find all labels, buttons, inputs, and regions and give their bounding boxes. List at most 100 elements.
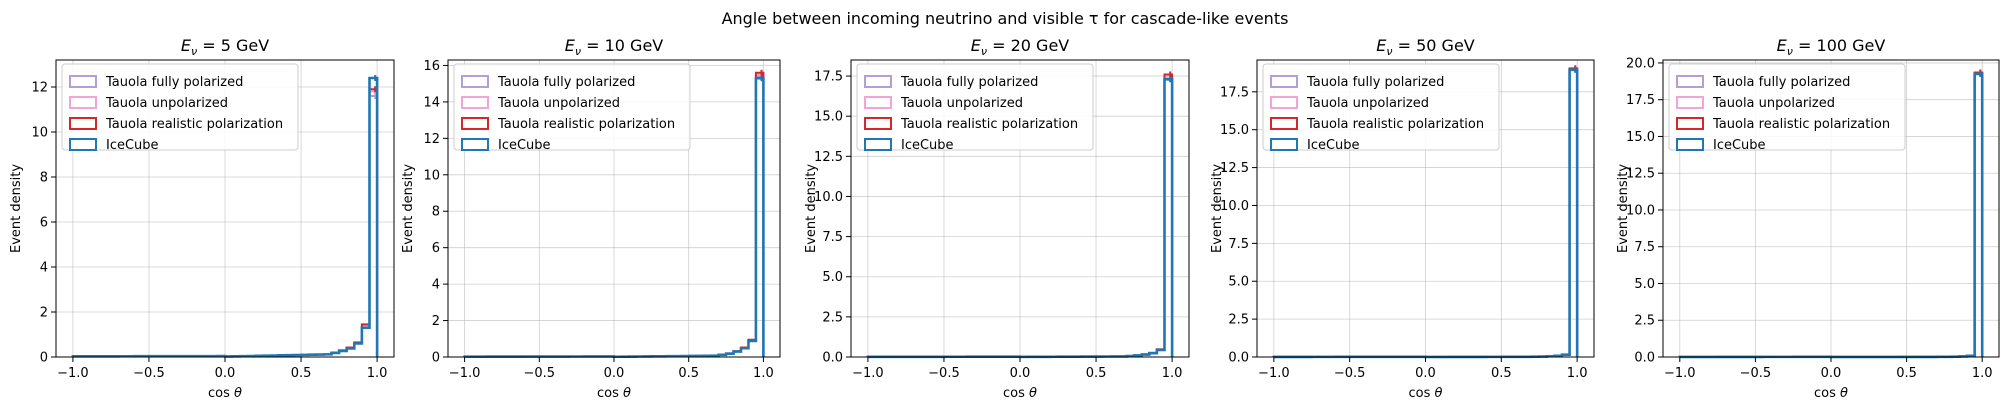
legend-swatch — [1270, 138, 1298, 151]
y-tick-label: 2.5 — [822, 310, 843, 325]
y-tick-label: 17.5 — [1626, 93, 1655, 108]
y-tick-label: 14 — [423, 95, 440, 110]
y-tick-label: 2 — [40, 306, 48, 321]
y-tick-label: 7.5 — [1634, 240, 1655, 255]
legend-swatch — [69, 75, 97, 88]
legend-label: Tauola unpolarized — [105, 96, 228, 111]
legend-label: Tauola unpolarized — [1306, 96, 1429, 111]
legend-swatch — [1676, 117, 1704, 130]
panel-title: Eν = 10 GeV — [565, 36, 664, 58]
x-axis-label: cos θ — [1409, 386, 1443, 401]
legend-swatch — [1270, 96, 1298, 109]
legend-swatch — [461, 117, 489, 130]
y-tick-label: 2.5 — [1634, 314, 1655, 329]
legend: Tauola fully polarized Tauola unpolarized… — [1668, 63, 1906, 153]
x-tick-label: 0.5 — [1896, 366, 1917, 381]
x-axis-label: cos θ — [208, 386, 242, 401]
legend-label: Tauola unpolarized — [497, 96, 620, 111]
panel-4: −1.0 −0.5 0.0 0.5 1.0 0.0 2.5 5.0 7.5 10.0 12.5 15.… — [1210, 36, 1595, 401]
legend-swatch — [864, 138, 892, 151]
y-tick-label: 4 — [40, 261, 48, 276]
legend-label: Tauola realistic polarization — [1712, 117, 1890, 132]
y-tick-label: 0.0 — [822, 351, 843, 366]
legend-label: Tauola fully polarized — [1306, 75, 1444, 90]
legend-label: IceCube — [498, 138, 551, 153]
y-axis-label: Event density — [1210, 164, 1225, 253]
figure-title: Angle between incoming neutrino and visi… — [722, 9, 1289, 28]
legend-swatch — [1676, 138, 1704, 151]
x-tick-label: 1.0 — [1567, 366, 1588, 381]
panel-1: −1.0 −0.5 0.0 0.5 1.0 0 2 4 6 8 10 12 Eν = 5 GeV cos … — [9, 36, 395, 401]
y-tick-label: 0.0 — [1634, 351, 1655, 366]
panel-title: Eν = 50 GeV — [1376, 36, 1475, 58]
x-tick-label: −1.0 — [1664, 366, 1696, 381]
legend-label: IceCube — [106, 138, 159, 153]
legend-label: Tauola realistic polarization — [1306, 117, 1484, 132]
legend-swatch — [69, 96, 97, 109]
x-axis-label: cos θ — [1814, 386, 1848, 401]
legend-label: Tauola unpolarized — [900, 96, 1023, 111]
x-tick-label: 0.5 — [1491, 366, 1512, 381]
y-tick-label: 0.0 — [1228, 351, 1249, 366]
legend-label: Tauola realistic polarization — [900, 117, 1078, 132]
y-axis-label: Event density — [9, 164, 24, 253]
y-tick-label: 0 — [40, 351, 48, 366]
legend-swatch — [864, 96, 892, 109]
x-tick-label: 1.0 — [753, 366, 774, 381]
legend-swatch — [461, 138, 489, 151]
legend-label: Tauola realistic polarization — [497, 117, 675, 132]
x-tick-label: −0.5 — [1334, 366, 1366, 381]
x-tick-label: 0.5 — [291, 366, 312, 381]
y-tick-label: 5.0 — [822, 270, 843, 285]
y-tick-label: 5.0 — [1228, 275, 1249, 290]
legend-swatch — [864, 117, 892, 130]
panel-title: Eν = 5 GeV — [181, 36, 269, 58]
y-tick-label: 16 — [423, 59, 440, 74]
legend-swatch — [1676, 96, 1704, 109]
legend-swatch — [1676, 75, 1704, 88]
panel-3: −1.0 −0.5 0.0 0.5 1.0 0.0 2.5 5.0 7.5 10.0 12.5 15.… — [804, 36, 1190, 401]
x-tick-label: −0.5 — [1740, 366, 1772, 381]
legend-swatch — [461, 75, 489, 88]
x-tick-label: 0.0 — [1010, 366, 1031, 381]
y-tick-label: 6 — [40, 216, 48, 231]
x-tick-label: 0.0 — [1821, 366, 1842, 381]
legend-label: Tauola realistic polarization — [105, 117, 283, 132]
y-tick-label: 12 — [31, 81, 48, 96]
x-tick-label: 0.0 — [215, 366, 236, 381]
x-tick-label: 0.5 — [678, 366, 699, 381]
y-tick-label: 8 — [40, 171, 48, 186]
y-tick-label: 4 — [432, 278, 440, 293]
x-tick-label: −1.0 — [449, 366, 481, 381]
legend-swatch — [461, 96, 489, 109]
y-tick-label: 17.5 — [1220, 85, 1249, 100]
y-tick-label: 10.0 — [814, 190, 843, 205]
panel-5: −1.0 −0.5 0.0 0.5 1.0 0.0 2.5 5.0 7.5 10.0 12.5 15.… — [1616, 36, 2000, 401]
legend-label: IceCube — [901, 138, 954, 153]
x-axis-label: cos θ — [1003, 386, 1037, 401]
y-tick-label: 15.0 — [814, 110, 843, 125]
legend-label: Tauola fully polarized — [1712, 75, 1850, 90]
legend-swatch — [69, 117, 97, 130]
panel-title: Eν = 100 GeV — [1777, 36, 1886, 58]
y-tick-label: 10 — [31, 126, 48, 141]
legend-swatch — [1270, 75, 1298, 88]
panel-title: Eν = 20 GeV — [971, 36, 1070, 58]
series-line-icecube — [71, 76, 379, 358]
y-tick-label: 7.5 — [1228, 237, 1249, 252]
legend: Tauola fully polarized Tauola unpolarized… — [1262, 63, 1500, 153]
y-tick-label: 20.0 — [1626, 56, 1655, 71]
x-tick-label: −0.5 — [524, 366, 556, 381]
x-tick-label: 0.0 — [1415, 366, 1436, 381]
x-tick-label: 1.0 — [367, 366, 388, 381]
y-tick-label: 6 — [432, 241, 440, 256]
legend-swatch — [864, 75, 892, 88]
x-tick-label: −0.5 — [928, 366, 960, 381]
panel-2: −1.0 −0.5 0.0 0.5 1.0 0 2 4 6 8 10 12 14 16 Eν = 10 Ge… — [401, 36, 781, 401]
y-axis-label: Event density — [804, 164, 819, 253]
x-tick-label: −0.5 — [133, 366, 165, 381]
y-tick-label: 12.5 — [814, 150, 843, 165]
y-tick-label: 7.5 — [822, 230, 843, 245]
x-tick-label: 1.0 — [1972, 366, 1993, 381]
